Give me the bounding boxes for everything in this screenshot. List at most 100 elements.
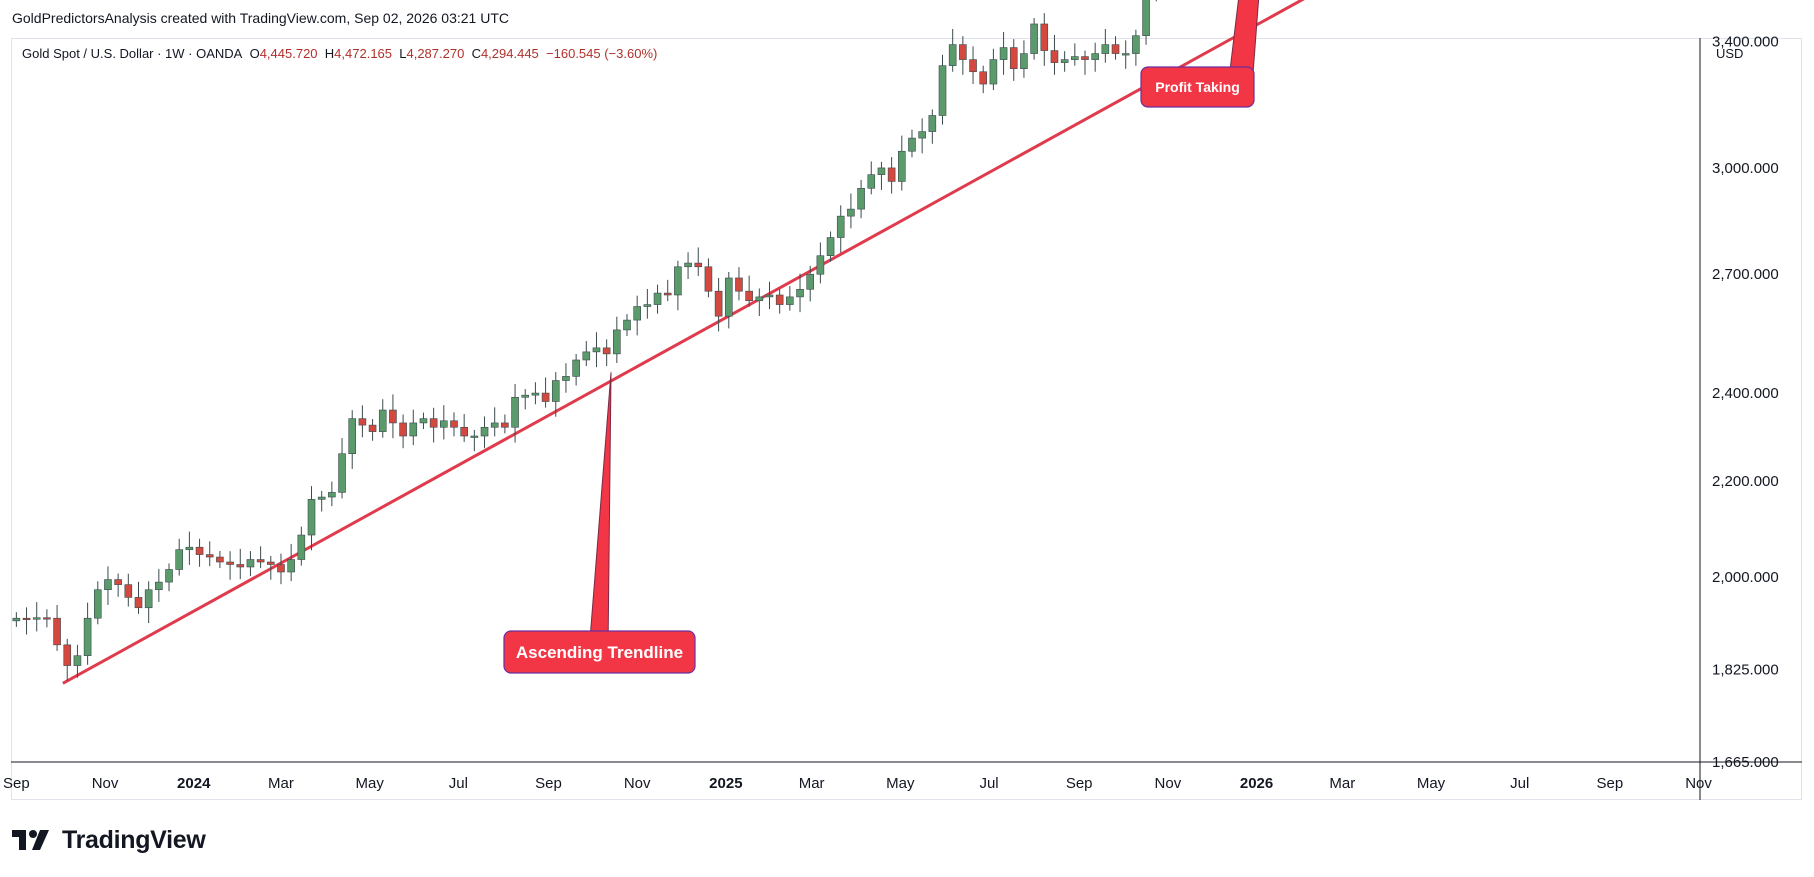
candle-body-down: [541, 392, 550, 402]
x-tick-label: Nov: [1685, 775, 1712, 792]
candle-body-up: [12, 617, 21, 622]
candle-body-up: [1020, 53, 1028, 69]
candle-body-up: [847, 208, 855, 217]
candle: [144, 581, 153, 624]
symbol-label: Gold Spot / U.S. Dollar · 1W · OANDA: [22, 46, 243, 61]
candle-body-down: [368, 424, 377, 432]
high-value: 4,472.165: [334, 46, 393, 61]
candle-body-up: [653, 292, 662, 305]
candle: [653, 284, 662, 314]
candle-body-up: [409, 422, 418, 437]
candle: [114, 573, 122, 597]
candle: [969, 46, 977, 84]
y-tick-label: 2,400.000: [1712, 385, 1779, 402]
candle: [216, 551, 224, 569]
candle: [1155, 0, 1157, 2]
candle-body-down: [216, 556, 224, 563]
x-tick-label: Nov: [92, 775, 119, 792]
candle: [175, 538, 184, 576]
candle-body-up: [1132, 35, 1140, 54]
candle: [1009, 39, 1018, 81]
candle-body-up: [73, 655, 82, 666]
candle-body-up: [440, 420, 448, 428]
candle: [541, 377, 550, 408]
profit-taking-callout-text: Profit Taking: [1155, 79, 1240, 95]
candle-body-down: [501, 422, 509, 428]
candle-body-down: [663, 292, 672, 296]
tradingview-logo-icon: [12, 830, 49, 850]
candle: [1030, 17, 1038, 60]
candle-body-up: [1142, 0, 1150, 37]
candle-body-up: [582, 351, 591, 361]
candle: [908, 129, 916, 158]
candle-body-up: [826, 237, 835, 257]
candle: [1081, 50, 1089, 75]
candle: [368, 419, 377, 441]
candle: [918, 118, 926, 154]
x-tick-label: Jul: [1510, 775, 1529, 792]
y-tick-label: 3,400.000: [1712, 34, 1779, 51]
candle-body-up: [928, 115, 937, 132]
candle: [938, 54, 947, 125]
candle: [307, 486, 316, 551]
candle: [613, 316, 621, 364]
candle-body-up: [877, 167, 886, 175]
candle-body-up: [185, 546, 194, 550]
y-tick-label: 2,200.000: [1712, 473, 1779, 490]
candle-body-up: [796, 288, 804, 298]
candle: [490, 407, 499, 437]
candle: [165, 563, 173, 592]
candle: [663, 279, 672, 302]
candle-body-up: [144, 589, 153, 609]
candle-body-down: [694, 262, 703, 268]
x-tick-label: Nov: [624, 775, 651, 792]
candle-body-up: [816, 255, 825, 275]
y-tick-label: 1,825.000: [1712, 661, 1779, 678]
candle-body-up: [755, 296, 764, 302]
candle-body-up: [684, 262, 692, 268]
x-tick-label: May: [355, 775, 384, 792]
candle-body-down: [887, 167, 896, 182]
candle-body-up: [490, 422, 499, 428]
candle-body-up: [1060, 59, 1069, 63]
candle-body-down: [358, 418, 367, 426]
y-tick-label: 2,000.000: [1712, 569, 1779, 586]
candle-body-down: [1009, 47, 1018, 69]
candle: [440, 405, 448, 440]
candle-body-down: [1040, 23, 1049, 51]
candle-body-up: [633, 306, 641, 321]
candle-body-up: [613, 329, 621, 355]
chart-frame[interactable]: [11, 38, 1802, 800]
ascending-trendline-callout-box: [503, 630, 696, 674]
candle: [979, 65, 988, 94]
candle: [551, 372, 560, 417]
candle-body-down: [226, 561, 234, 565]
candle: [948, 28, 957, 72]
candle-body-up: [765, 294, 774, 298]
candle: [826, 231, 835, 262]
candle: [724, 271, 733, 329]
tradingview-logo[interactable]: TradingView: [12, 825, 206, 855]
currency-selector[interactable]: USD: [1716, 46, 1744, 61]
profit-taking-callout: Profit Taking: [1140, 0, 1260, 108]
candle-body-down: [735, 277, 743, 292]
candle: [450, 412, 458, 437]
candle-body-up: [104, 579, 112, 591]
candle-body-down: [236, 564, 245, 568]
candle-body-down: [43, 617, 51, 620]
candle-body-up: [348, 418, 357, 455]
candle: [470, 429, 479, 452]
candle: [1050, 34, 1059, 75]
profit-taking-callout-box: [1140, 66, 1255, 108]
candle-body-up: [175, 549, 184, 570]
candle-body-down: [959, 44, 967, 60]
candle-body-up: [531, 392, 540, 396]
candle-body-down: [979, 71, 988, 85]
x-tick-label: Sep: [3, 775, 30, 792]
candle: [867, 161, 876, 195]
attribution-header: GoldPredictorsAnalysis created with Trad…: [12, 10, 509, 26]
candle-body-down: [1111, 44, 1120, 54]
candle: [256, 546, 265, 569]
candle: [134, 581, 143, 614]
